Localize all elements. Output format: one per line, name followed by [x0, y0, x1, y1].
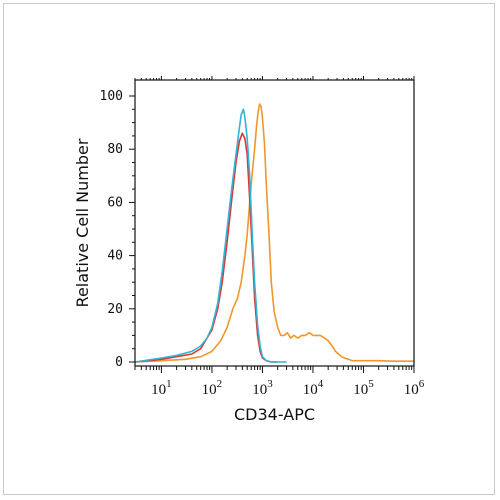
x-tick-label: 106	[404, 378, 425, 398]
x-axis-label: CD34-APC	[234, 405, 315, 424]
chart-frame	[3, 3, 495, 495]
y-tick-label: 100	[100, 89, 123, 104]
x-tick-label: 105	[353, 378, 374, 398]
y-tick-label: 40	[107, 249, 123, 264]
x-axis-ticks: 101 102 103 104 105 106	[134, 76, 425, 398]
y-tick-label: 80	[107, 142, 123, 157]
histogram-series-2	[134, 108, 287, 363]
y-tick-label: 20	[107, 302, 123, 317]
x-tick-label: 101	[151, 378, 172, 398]
x-tick-label: 103	[252, 378, 273, 398]
histogram-curves	[134, 103, 414, 363]
y-tick-label: 60	[107, 195, 123, 210]
histogram-series-1	[134, 132, 278, 363]
y-axis-label: Relative Cell Number	[73, 138, 92, 307]
x-tick-label: 102	[202, 378, 223, 398]
histogram-series-0	[134, 103, 414, 363]
y-axis-ticks: 0 20 40 60 80 100	[100, 89, 135, 370]
plot-area-border	[134, 79, 415, 367]
x-tick-label: 104	[303, 378, 324, 398]
y-tick-label: 0	[115, 355, 123, 370]
